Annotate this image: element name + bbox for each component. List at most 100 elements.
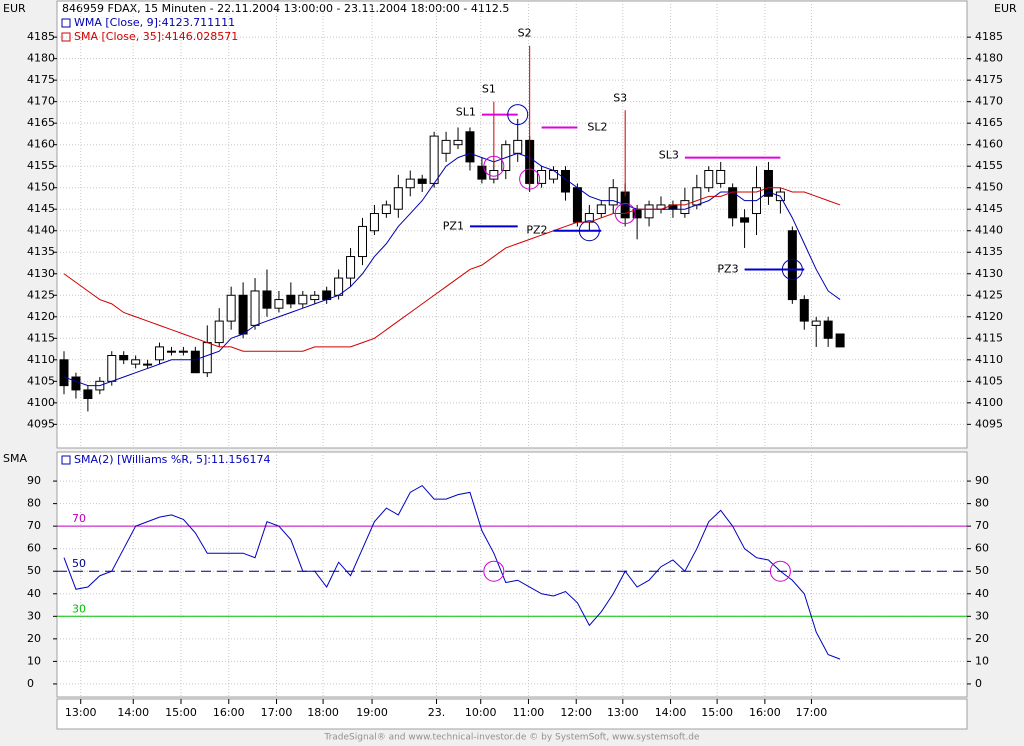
legend-entry: SMA(2) [Williams %R, 5]:11.156174 bbox=[74, 453, 270, 466]
x-tick-label: 16:00 bbox=[749, 706, 781, 719]
y-tick-label: 60 bbox=[975, 542, 989, 555]
signal-circle bbox=[483, 560, 505, 582]
y-tick-label: 4110 bbox=[975, 353, 1003, 366]
candle-body bbox=[369, 213, 379, 232]
y-tick-label: 50 bbox=[27, 564, 41, 577]
candle-body bbox=[549, 170, 559, 180]
legend-icon bbox=[61, 18, 71, 28]
candle-body bbox=[716, 170, 726, 184]
axis-unit: EUR bbox=[994, 2, 1017, 15]
candle-body bbox=[417, 178, 427, 184]
stop-line-label: SL2 bbox=[587, 120, 607, 133]
candle-body bbox=[166, 350, 176, 353]
candle-body bbox=[381, 204, 391, 215]
y-tick-label: 4160 bbox=[975, 138, 1003, 151]
series-line bbox=[63, 152, 841, 387]
x-tick-label: 18:00 bbox=[307, 706, 339, 719]
y-tick-label: 30 bbox=[975, 609, 989, 622]
y-tick-label: 40 bbox=[975, 587, 989, 600]
candle-body bbox=[465, 131, 475, 163]
y-tick-label: 0 bbox=[27, 677, 34, 690]
y-tick-label: 10 bbox=[975, 654, 989, 667]
signal-circle bbox=[769, 560, 791, 582]
legend-entry: WMA [Close, 9]:4123.711111 bbox=[74, 16, 235, 29]
y-tick-label: 4105 bbox=[975, 374, 1003, 387]
y-tick-label: 4175 bbox=[975, 73, 1003, 86]
legend-icon bbox=[61, 32, 71, 42]
x-tick-label: 13:00 bbox=[65, 706, 97, 719]
y-tick-label: 4175 bbox=[27, 73, 55, 86]
y-tick-label: 80 bbox=[975, 497, 989, 510]
y-tick-label: 4150 bbox=[27, 181, 55, 194]
candle-body bbox=[238, 294, 248, 335]
series-line bbox=[63, 484, 841, 660]
x-tick-label: 13:00 bbox=[607, 706, 639, 719]
candle-body bbox=[119, 355, 129, 361]
y-tick-label: 4120 bbox=[975, 310, 1003, 323]
candle-body bbox=[393, 187, 403, 210]
y-tick-label: 4180 bbox=[27, 52, 55, 65]
candle-body bbox=[728, 187, 738, 219]
candle-body bbox=[787, 230, 797, 301]
zone-line-label: PZ1 bbox=[443, 219, 464, 232]
candle-body bbox=[811, 320, 821, 326]
y-tick-label: 4160 bbox=[27, 138, 55, 151]
y-tick-label: 4130 bbox=[27, 267, 55, 280]
y-tick-label: 70 bbox=[27, 519, 41, 532]
candle-body bbox=[226, 294, 236, 322]
legend-icon bbox=[61, 455, 71, 465]
level-label: 50 bbox=[72, 557, 86, 570]
candle-body bbox=[704, 170, 714, 189]
y-tick-label: 4185 bbox=[27, 30, 55, 43]
y-tick-label: 4135 bbox=[27, 245, 55, 258]
panel-label: SMA bbox=[3, 452, 27, 465]
candle-body bbox=[763, 170, 773, 197]
y-tick-label: 4095 bbox=[27, 417, 55, 430]
candle-body bbox=[346, 256, 356, 279]
y-tick-label: 70 bbox=[975, 519, 989, 532]
candle-body bbox=[262, 290, 272, 309]
candle-body bbox=[131, 359, 141, 365]
x-tick-label: 16:00 bbox=[213, 706, 245, 719]
candle-body bbox=[71, 376, 81, 391]
indicator-panel bbox=[56, 451, 968, 698]
y-tick-label: 4145 bbox=[27, 202, 55, 215]
candle-body bbox=[740, 217, 750, 223]
x-tick-label: 17:00 bbox=[261, 706, 293, 719]
y-tick-label: 4170 bbox=[975, 95, 1003, 108]
candle-body bbox=[441, 139, 451, 154]
candle-body bbox=[143, 363, 153, 366]
y-tick-label: 4125 bbox=[975, 288, 1003, 301]
signal-circle bbox=[781, 258, 803, 280]
candle-body bbox=[405, 178, 415, 189]
y-tick-label: 4125 bbox=[27, 288, 55, 301]
signal-label: S3 bbox=[613, 91, 627, 104]
candle-body bbox=[429, 135, 439, 184]
y-tick-label: 4115 bbox=[27, 331, 55, 344]
zone-line-label: PZ2 bbox=[526, 224, 547, 237]
signal-circle bbox=[614, 203, 636, 225]
y-tick-label: 90 bbox=[27, 474, 41, 487]
price-panel bbox=[56, 0, 968, 449]
footer: TradeSignal® and www.technical-investor.… bbox=[323, 733, 700, 743]
candle-body bbox=[572, 187, 582, 223]
axis-unit: EUR bbox=[3, 2, 26, 15]
stop-line-label: SL3 bbox=[659, 149, 679, 162]
candle-body bbox=[537, 170, 547, 184]
x-tick-label: 14:00 bbox=[117, 706, 149, 719]
y-tick-label: 4150 bbox=[975, 181, 1003, 194]
x-tick-label: 15:00 bbox=[701, 706, 733, 719]
candle-body bbox=[250, 290, 260, 326]
x-tick-label: 10:00 bbox=[465, 706, 497, 719]
time-axis bbox=[56, 698, 968, 730]
candle-body bbox=[799, 299, 809, 322]
level-label: 70 bbox=[72, 512, 86, 525]
y-tick-label: 4140 bbox=[27, 224, 55, 237]
series-line bbox=[63, 187, 841, 352]
signal-circle bbox=[519, 168, 541, 190]
candle-body bbox=[489, 170, 499, 180]
y-tick-label: 4135 bbox=[975, 245, 1003, 258]
y-tick-label: 4145 bbox=[975, 202, 1003, 215]
candle-body bbox=[298, 294, 308, 305]
